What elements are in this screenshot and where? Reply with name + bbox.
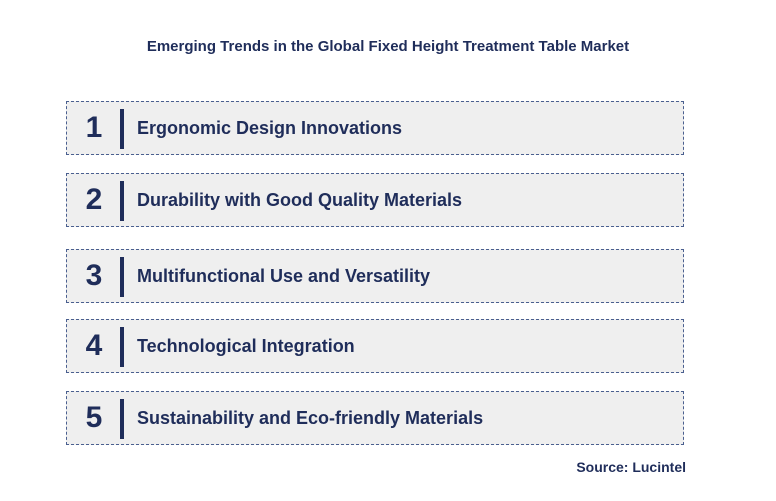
trend-number: 1 xyxy=(85,111,103,144)
trend-divider xyxy=(120,399,124,439)
trend-divider xyxy=(120,109,124,149)
trend-divider xyxy=(120,327,124,367)
trend-label: Ergonomic Design Innovations xyxy=(137,117,403,138)
trend-label: Technological Integration xyxy=(137,335,355,356)
trend-number: 5 xyxy=(85,401,103,434)
trend-number: 3 xyxy=(85,259,103,292)
trend-divider xyxy=(120,257,124,297)
trend-item-1: 1 Ergonomic Design Innovations xyxy=(66,101,684,155)
trend-label: Durability with Good Quality Materials xyxy=(137,189,463,210)
trend-label: Multifunctional Use and Versatility xyxy=(137,265,431,286)
trend-item-2: 2 Durability with Good Quality Materials xyxy=(66,173,684,227)
trend-item-4: 4 Technological Integration xyxy=(66,319,684,373)
trend-number: 4 xyxy=(85,329,103,362)
trend-divider xyxy=(120,181,124,221)
trend-item-3: 3 Multifunctional Use and Versatility xyxy=(66,249,684,303)
trend-label: Sustainability and Eco-friendly Material… xyxy=(137,407,484,428)
diagram-title: Emerging Trends in the Global Fixed Heig… xyxy=(146,38,630,55)
trend-item-5: 5 Sustainability and Eco-friendly Materi… xyxy=(66,391,684,445)
source-note: Source: Lucintel xyxy=(576,459,686,475)
trend-number: 2 xyxy=(85,183,103,216)
